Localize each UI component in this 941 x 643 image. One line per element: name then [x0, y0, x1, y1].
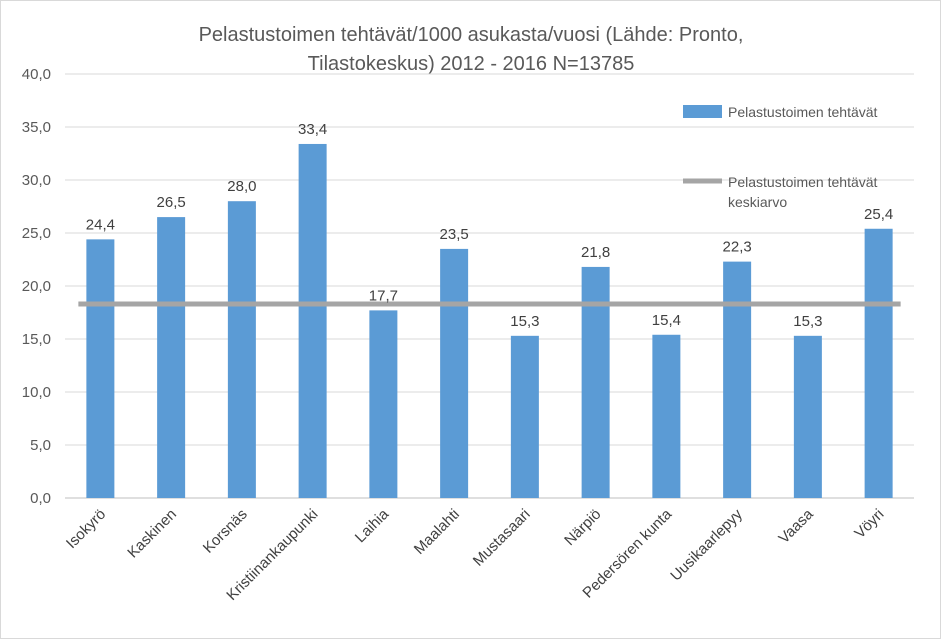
bar [652, 334, 681, 498]
data-label: 22,3 [723, 239, 752, 256]
x-tick-label: Vöyri [851, 506, 887, 542]
gridlines [65, 73, 914, 499]
bar [723, 261, 752, 498]
legend-bar-swatch [683, 105, 722, 118]
x-tick-label: Närpiö [561, 506, 604, 549]
data-label: 15,4 [652, 312, 681, 329]
y-tick-label: 15,0 [22, 331, 51, 348]
bar [86, 239, 115, 499]
data-label: 23,5 [440, 226, 469, 243]
data-label: 15,3 [793, 313, 822, 330]
bar [440, 248, 469, 498]
y-tick-label: 10,0 [22, 384, 51, 401]
bar [793, 335, 822, 498]
bar [157, 217, 186, 498]
bar [864, 228, 893, 498]
bar-series [86, 143, 893, 499]
x-tick-label: Mustasaari [470, 506, 534, 570]
x-tick-label: Korsnäs [200, 506, 251, 557]
bar [227, 201, 256, 498]
y-tick-label: 35,0 [22, 119, 51, 136]
data-label: 25,4 [864, 206, 893, 223]
x-tick-label: Uusikaarlepyy [667, 505, 746, 584]
x-tick-label: Kaskinen [124, 506, 180, 562]
bar [510, 335, 539, 498]
x-axis-tick-labels: Isokyrö Kaskinen KorsnäsKristiinankaupunki… [63, 505, 887, 604]
y-tick-label: 30,0 [22, 172, 51, 189]
legend: Pelastustoimen tehtävät Pelastustoimen t… [683, 104, 878, 210]
data-label: 33,4 [298, 121, 327, 138]
data-label: 24,4 [86, 216, 115, 233]
data-label: 26,5 [157, 194, 186, 211]
y-tick-label: 40,0 [22, 66, 51, 83]
chart-title-line1: Pelastustoimen tehtävät/1000 asukasta/vu… [199, 24, 744, 46]
x-tick-label: Isokyrö [63, 506, 109, 552]
x-tick-label: Maalahti [411, 506, 463, 558]
bar [369, 310, 398, 498]
bar [298, 143, 327, 498]
y-axis-tick-labels: 0,0 5,0 10,0 15,0 20,0 25,0 30,0 35,0 40,0 [22, 66, 51, 507]
legend-line-label-line2: keskiarvo [728, 194, 787, 210]
x-tick-label: Laihia [352, 505, 393, 546]
legend-bar-label: Pelastustoimen tehtävät [728, 104, 878, 120]
data-label: 15,3 [510, 313, 539, 330]
y-tick-label: 20,0 [22, 278, 51, 295]
data-label: 17,7 [369, 287, 398, 304]
chart-title-line2: Tilastokeskus) 2012 - 2016 N=13785 [308, 53, 635, 75]
x-tick-label: Vaasa [775, 505, 817, 547]
legend-line-label-line1: Pelastustoimen tehtävät [728, 174, 878, 190]
data-labels: 24,4 26,5 28,0 33,4 17,7 23,5 15,3 21,8 15,4 22,3… [86, 121, 893, 330]
y-tick-label: 25,0 [22, 225, 51, 242]
data-label: 21,8 [581, 244, 610, 261]
y-tick-label: 5,0 [30, 437, 51, 454]
y-tick-label: 0,0 [30, 490, 51, 507]
data-label: 28,0 [227, 178, 256, 195]
